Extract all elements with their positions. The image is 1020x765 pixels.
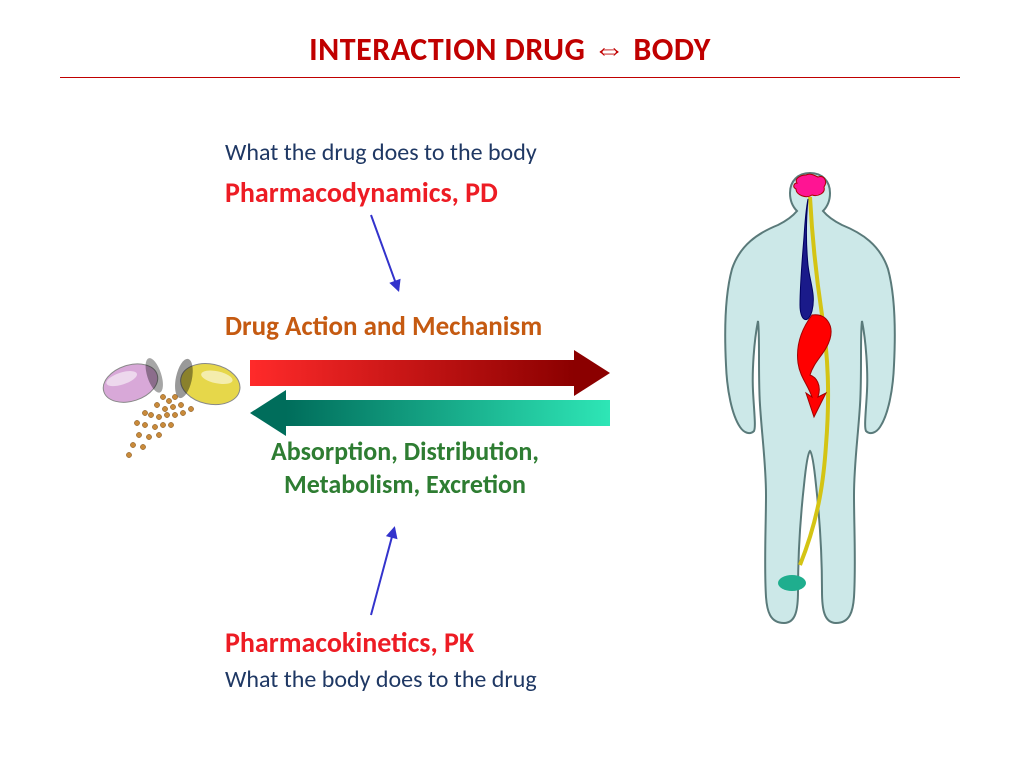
adme-line1: Absorption, Distribution,	[271, 435, 539, 467]
subtitle-drug-to-body: What the drug does to the body	[225, 138, 537, 167]
capsule-icon	[85, 335, 265, 470]
arrow-body-to-drug-icon	[250, 400, 610, 426]
arrow-right-shaft	[250, 360, 574, 386]
arrow-pd-down-icon	[370, 215, 399, 291]
pharmacokinetics-label: Pharmacokinetics, PK	[225, 625, 474, 660]
subtitle-body-to-drug: What the body does to the drug	[225, 665, 537, 694]
arrow-right-head	[574, 350, 610, 396]
pharmacodynamics-label: Pharmacodynamics, PD	[225, 175, 498, 210]
human-body-icon	[700, 165, 920, 640]
adme-label: Absorption, Distribution, Metabolism, Ex…	[225, 435, 585, 500]
arrow-pk-up-icon	[370, 528, 395, 615]
arrow-left-shaft	[286, 400, 610, 426]
title-symbol: ⇔	[593, 30, 626, 69]
title-underline	[60, 77, 960, 78]
title-post: BODY	[626, 30, 711, 69]
title-pre: INTERACTION DRUG	[309, 30, 593, 69]
arrow-drug-to-body-icon	[250, 360, 610, 386]
adme-line2: Metabolism, Excretion	[284, 468, 526, 500]
drug-action-label: Drug Action and Mechanism	[225, 310, 542, 343]
page-title: INTERACTION DRUG ⇔ BODY	[0, 0, 1020, 69]
